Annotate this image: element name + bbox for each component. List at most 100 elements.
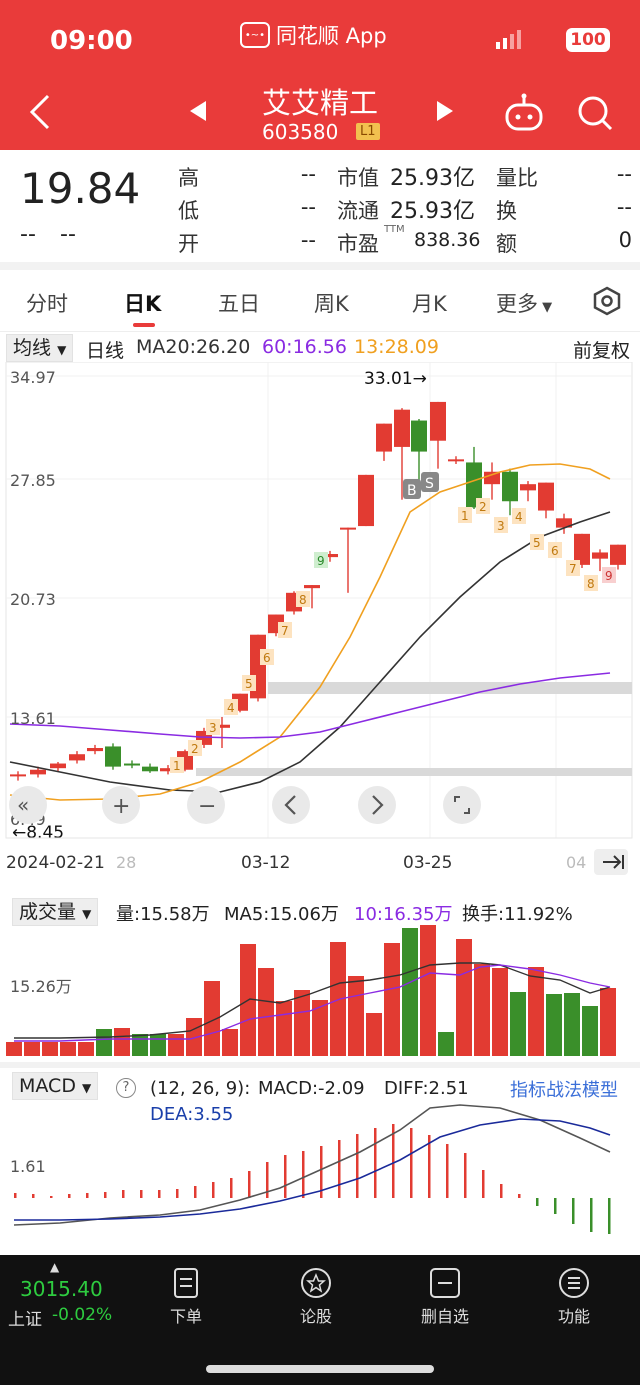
td-marker (548, 542, 562, 558)
candle-body (214, 724, 230, 728)
volume-bar (114, 1028, 130, 1056)
settings-icon[interactable] (592, 286, 622, 320)
candle-body (520, 484, 536, 491)
volume-bar (6, 1042, 22, 1056)
candle-body (592, 552, 608, 559)
search-icon[interactable] (576, 94, 614, 136)
volume-bar (78, 1042, 94, 1056)
candle-body (69, 754, 85, 761)
next-stock-icon[interactable] (435, 100, 455, 126)
chevron-down-icon: ▼ (82, 907, 92, 921)
signal-s: S (421, 472, 439, 492)
volume-bar (204, 981, 220, 1056)
macd-value: MACD:-2.09 (258, 1078, 365, 1099)
section-divider (0, 262, 640, 270)
date-partial-left: 28 (116, 853, 136, 872)
ma-select-label: 均线 (13, 337, 52, 359)
volume-select[interactable]: 成交量 ▼ (12, 897, 99, 926)
last-price: 19.84 (20, 164, 141, 213)
macd-bar (284, 1155, 287, 1198)
nav-functions-label: 功能 (557, 1307, 590, 1326)
candle-body (322, 554, 338, 558)
fullscreen-icon[interactable] (443, 786, 481, 824)
td-marker (278, 622, 292, 638)
volume-bar (438, 1032, 454, 1056)
tab-monthly[interactable]: 月K (412, 292, 447, 316)
candle-body (448, 459, 464, 462)
ma-select[interactable]: 均线 ▼ (6, 333, 74, 362)
y-label-3: 20.73 (10, 590, 56, 609)
volume-bar (420, 925, 436, 1056)
pan-left-icon[interactable] (272, 786, 310, 824)
period-label: 日线 (86, 340, 125, 362)
tab-more[interactable]: 更多 ▼ (496, 288, 552, 318)
section-divider (0, 1062, 640, 1068)
triangle-up-icon: ▲ (50, 1260, 60, 1274)
help-icon[interactable]: ? (116, 1078, 136, 1098)
low-price-marker: ←8.45 (12, 823, 64, 843)
landscape-toggle-icon[interactable] (594, 849, 628, 875)
td-marker-label: 8 (587, 577, 595, 591)
chevron-down-icon: ▼ (538, 300, 553, 315)
candle-body (538, 482, 554, 511)
macd-bar (266, 1162, 269, 1198)
nav-functions[interactable]: 功能 (534, 1267, 614, 1327)
td-marker (206, 719, 220, 735)
td-marker (494, 517, 508, 533)
macd-bar (410, 1128, 413, 1198)
diff-line (13, 1104, 611, 1226)
app-header: 09:00 •~• 同花顺 App 100 艾艾精工 603580 L1 (0, 0, 640, 150)
diff-value: DIFF:2.51 (384, 1078, 469, 1099)
kline-candles (10, 401, 626, 781)
mcap-label: 市值 (337, 166, 379, 190)
macd-bar (140, 1190, 143, 1198)
macd-select[interactable]: MACD ▼ (12, 1072, 99, 1100)
td-marker (512, 508, 526, 524)
td-marker-label: 1 (173, 759, 181, 773)
pe-label: 市盈 (337, 232, 379, 256)
candle-body (142, 766, 158, 772)
macd-bar (176, 1189, 179, 1198)
td-marker-label: 4 (227, 701, 235, 715)
nav-remove-watchlist[interactable]: 删自选 (405, 1267, 485, 1327)
battery-icon: 100 (566, 28, 610, 52)
macd-bar (212, 1182, 215, 1198)
zoom-in-icon[interactable]: + (102, 786, 140, 824)
td-marker (602, 567, 616, 583)
back-icon[interactable] (26, 92, 52, 136)
tab-weekly[interactable]: 周K (314, 292, 349, 316)
nav-order[interactable]: 下单 (146, 1267, 226, 1327)
macd-bar (446, 1144, 449, 1198)
tab-intraday[interactable]: 分时 (26, 292, 68, 316)
low-value: -- (300, 195, 316, 219)
svg-text:+: + (112, 794, 130, 819)
volume-bar (348, 976, 364, 1056)
date-start: 2024-02-21 (6, 853, 105, 873)
candle-body (466, 462, 482, 508)
chevron-down-icon: ▼ (57, 343, 67, 357)
prev-stock-icon[interactable] (188, 100, 208, 126)
macd-bar (104, 1192, 107, 1198)
y-label-top: 34.97 (10, 368, 56, 387)
volume-y-label: 15.26万 (10, 977, 72, 996)
volume-bar (528, 967, 544, 1056)
indicator-strategy-link[interactable]: 指标战法模型 (510, 1080, 618, 1101)
volume-ma10: 10:16.35万 (354, 904, 453, 925)
pan-right-icon[interactable] (358, 786, 396, 824)
nav-discuss[interactable]: 论股 (276, 1267, 356, 1327)
candle-body (484, 471, 500, 485)
adjust-mode[interactable]: 前复权 (573, 340, 631, 362)
index-value[interactable]: 3015.40 (20, 1277, 103, 1301)
macd-bar (608, 1198, 611, 1234)
robot-icon[interactable] (504, 93, 544, 137)
td-marker-label: 6 (551, 544, 559, 558)
nav-discuss-label: 论股 (299, 1307, 332, 1326)
macd-bar (122, 1190, 125, 1198)
td-marker-label: 1 (461, 509, 469, 523)
zoom-out-icon[interactable]: − (187, 786, 225, 824)
tab-daily[interactable]: 日K (124, 292, 162, 316)
tab-five-day[interactable]: 五日 (218, 292, 260, 316)
macd-bar (86, 1193, 89, 1198)
collapse-left-icon[interactable]: « (9, 786, 47, 824)
